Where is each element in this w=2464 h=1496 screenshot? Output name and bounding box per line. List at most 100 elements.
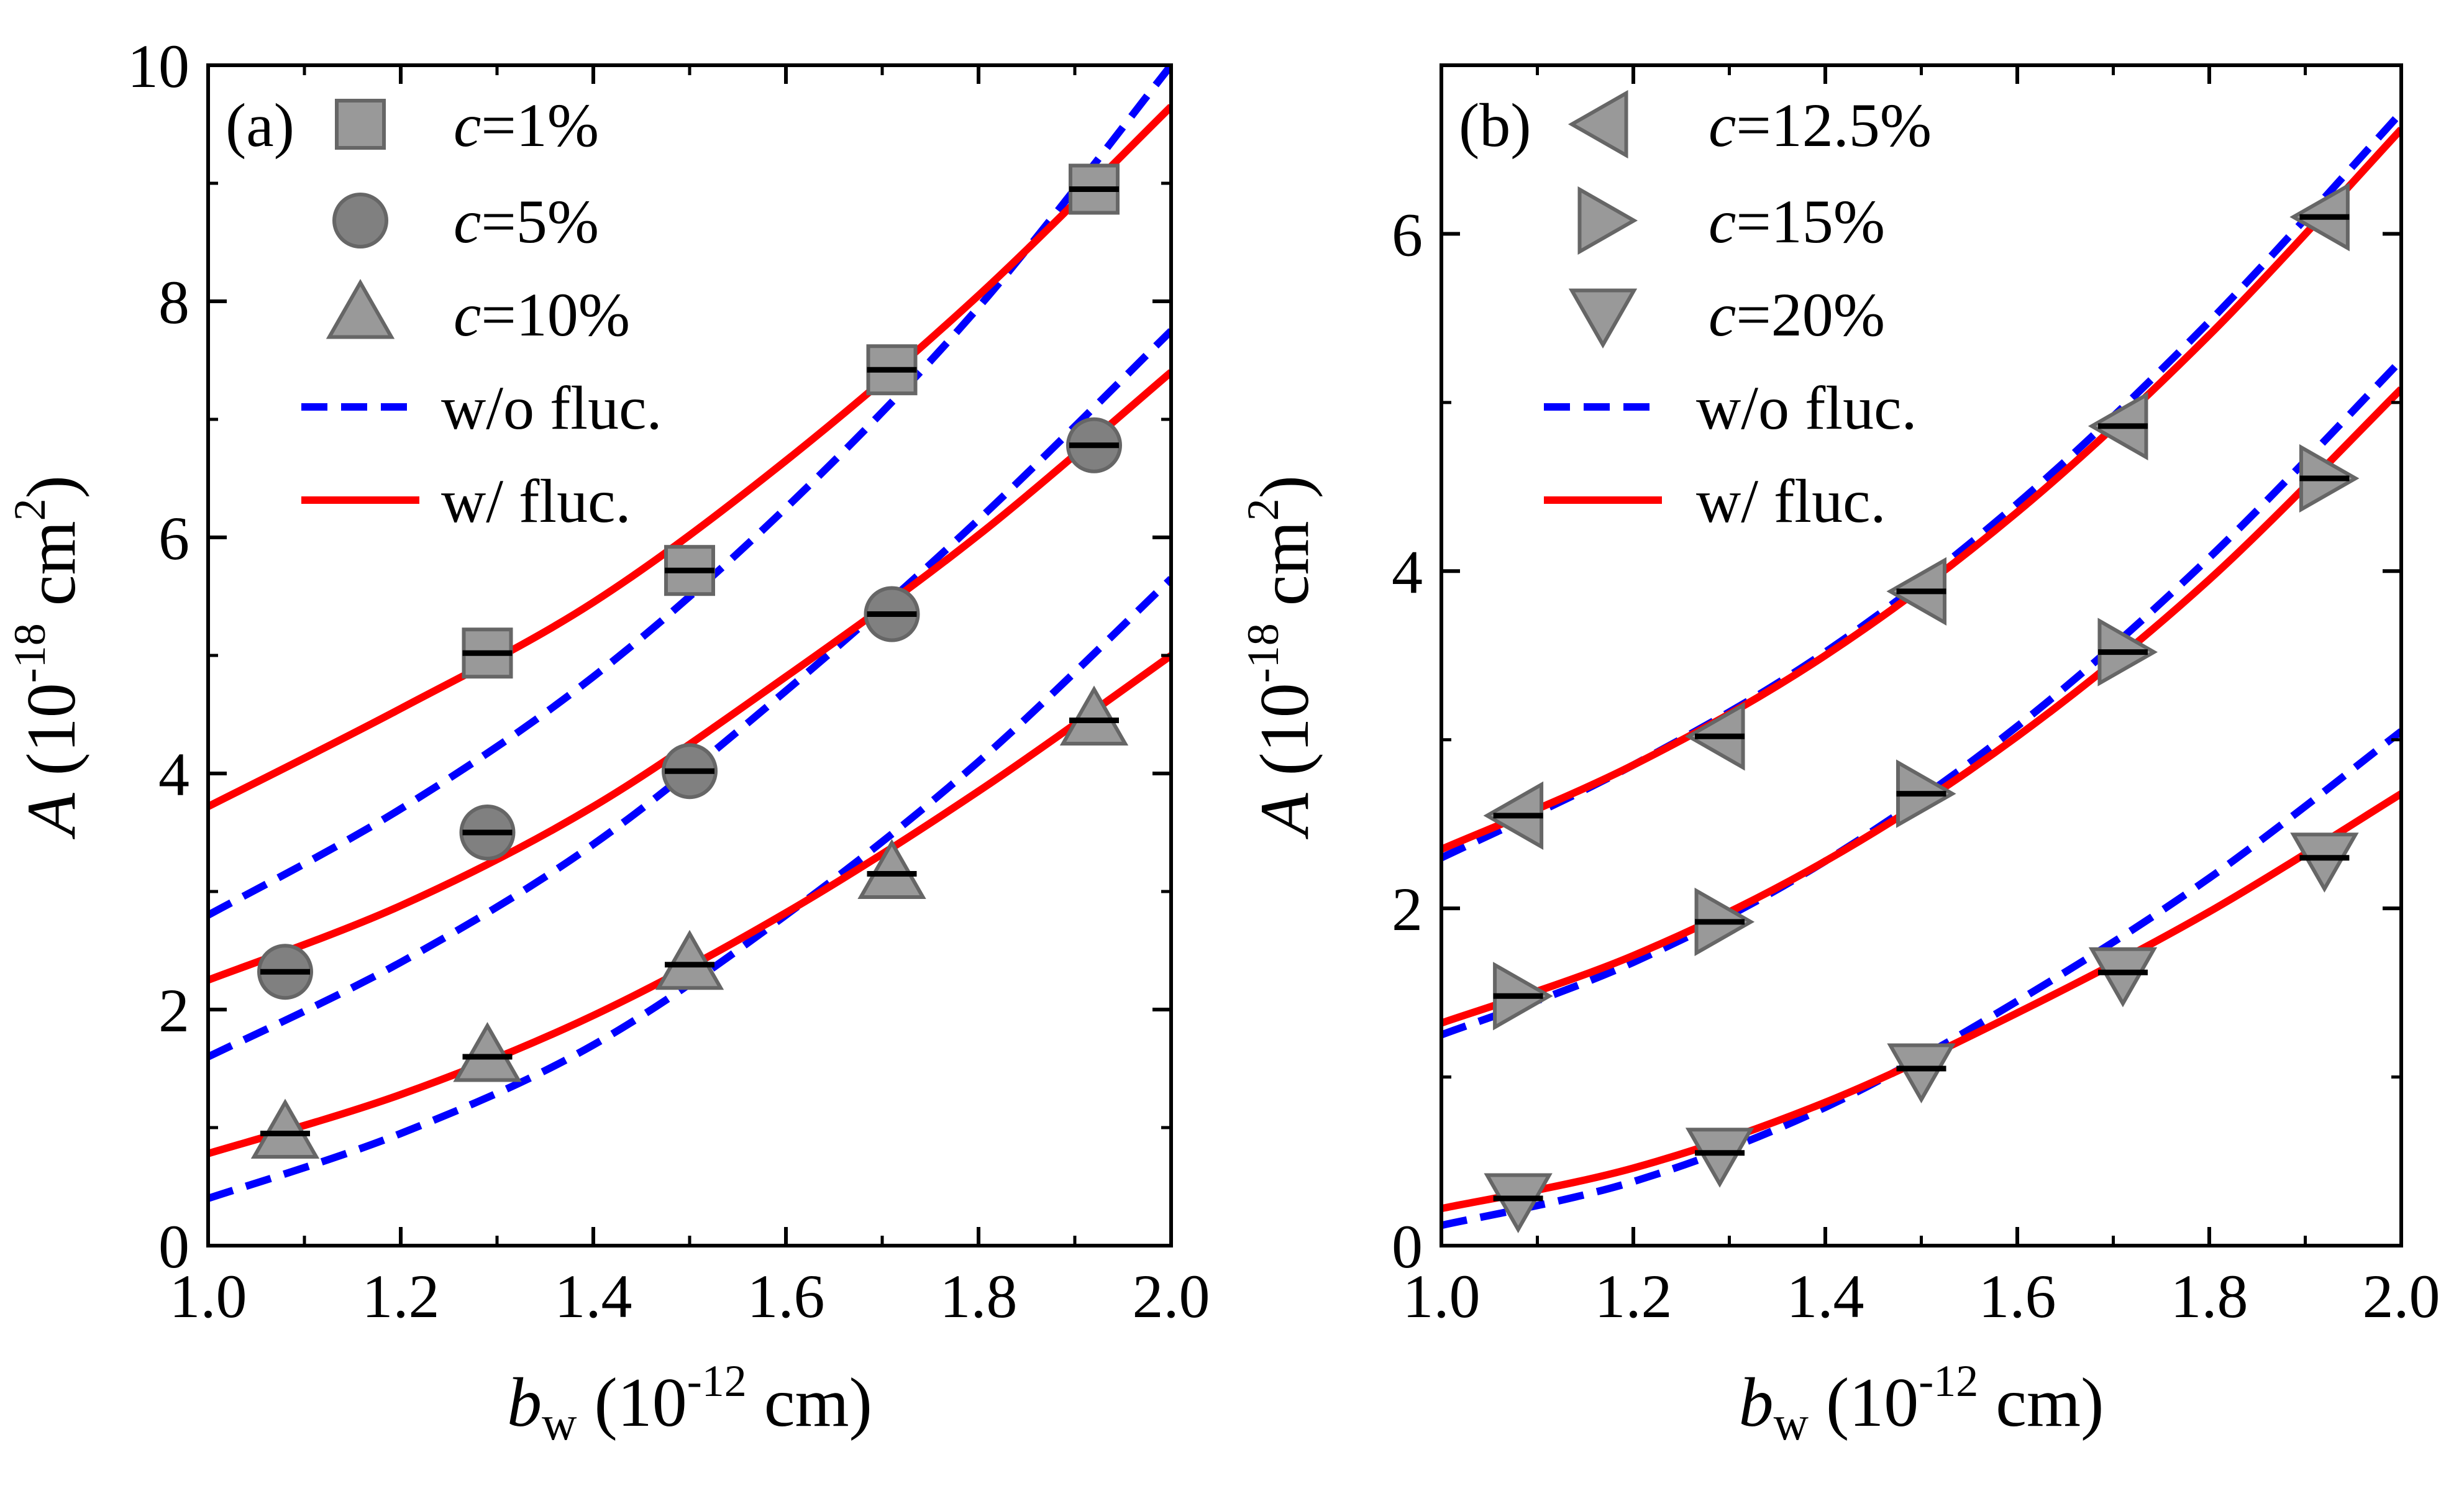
panel-label: (a) xyxy=(226,91,294,160)
y-axis-label: A (10-18 cm2) xyxy=(5,475,90,840)
y-axis-unit-exponent: 2 xyxy=(1238,498,1288,521)
legend-label: c=12.5% xyxy=(1709,91,1932,160)
dashed-fit-line-3 xyxy=(208,576,1171,1202)
data-point xyxy=(1887,1043,1956,1104)
y-axis-close: ) xyxy=(1246,475,1323,498)
x-tick-label: 1.8 xyxy=(940,1262,1018,1331)
legend-label-var: c xyxy=(454,187,481,256)
legend: c=1%c=5%c=10%w/o fluc.w/ fluc. xyxy=(301,91,662,536)
y-axis-close: ) xyxy=(13,475,90,498)
dashed-fit-line-1 xyxy=(1441,109,2401,862)
y-tick-label: 6 xyxy=(1392,200,1423,269)
legend-label: w/ fluc. xyxy=(441,467,631,536)
x-tick-label: 2.0 xyxy=(1133,1262,1210,1331)
data-point xyxy=(2088,947,2158,1008)
series-3 xyxy=(1484,832,2359,1234)
x-axis-subscript: w xyxy=(1774,1396,1809,1450)
y-tick-label: 2 xyxy=(158,976,189,1045)
y-tick-label: 0 xyxy=(158,1212,189,1281)
y-axis-symbol: A xyxy=(13,793,90,840)
legend-label: c=15% xyxy=(1709,187,1885,256)
x-tick-label: 1.6 xyxy=(747,1262,825,1331)
x-axis-unit: cm) xyxy=(747,1364,872,1441)
legend: c=12.5%c=15%c=20%w/o fluc.w/ fluc. xyxy=(1544,89,1932,536)
panel-label: (b) xyxy=(1459,91,1531,160)
x-axis-subscript: w xyxy=(542,1396,577,1450)
y-axis-exponent: -18 xyxy=(5,623,55,683)
legend-label-var: c xyxy=(454,280,481,349)
data-point xyxy=(655,929,724,990)
y-axis-unit: cm xyxy=(1246,521,1323,623)
x-axis-text: (10 xyxy=(1809,1364,1919,1441)
legend-label-value: =15% xyxy=(1736,187,1885,256)
legend-label: c=10% xyxy=(454,280,630,349)
x-tick-label: 1.2 xyxy=(362,1262,440,1331)
y-axis-exponent: -18 xyxy=(1238,623,1288,683)
legend-label: w/o fluc. xyxy=(1696,373,1917,442)
x-axis-unit: cm) xyxy=(1978,1364,2104,1441)
legend-label-value: =10% xyxy=(481,280,630,349)
x-tick-label: 1.6 xyxy=(1979,1262,2056,1331)
y-axis-text: (10 xyxy=(13,683,90,793)
x-axis-text: (10 xyxy=(577,1364,687,1441)
series-1 xyxy=(462,163,1120,679)
y-tick-label: 10 xyxy=(127,32,189,101)
x-axis-symbol: b xyxy=(507,1364,542,1441)
legend-marker xyxy=(1577,186,1638,255)
legend-marker xyxy=(1568,288,1638,349)
legend-label-var: c xyxy=(1709,280,1736,349)
data-point xyxy=(1484,1173,1553,1234)
legend-label: c=1% xyxy=(454,91,599,160)
legend-marker xyxy=(332,193,388,249)
legend-marker xyxy=(326,278,395,339)
x-axis-label: bw (10-12 cm) xyxy=(1739,1356,2104,1450)
x-axis-symbol: b xyxy=(1739,1364,1774,1441)
legend-marker xyxy=(335,99,386,150)
x-axis-exponent: -12 xyxy=(1919,1356,1978,1406)
series-1 xyxy=(1483,183,2350,851)
data-point xyxy=(2290,832,2359,893)
y-tick-label: 4 xyxy=(1392,537,1423,606)
x-tick-label: 1.4 xyxy=(555,1262,632,1331)
y-axis-unit-exponent: 2 xyxy=(5,498,55,521)
data-point xyxy=(453,1021,522,1082)
y-axis-text: (10 xyxy=(1246,683,1323,793)
data-point xyxy=(1059,685,1129,746)
legend-label-var: c xyxy=(1709,91,1736,160)
solid-fit-line-1 xyxy=(208,104,1171,810)
x-tick-label: 1.4 xyxy=(1787,1262,1864,1331)
data-point xyxy=(250,1098,320,1159)
y-axis-label: A (10-18 cm2) xyxy=(1238,475,1323,840)
x-tick-label: 1.2 xyxy=(1595,1262,1672,1331)
solid-fit-line-2 xyxy=(208,369,1171,984)
x-axis-label: bw (10-12 cm) xyxy=(507,1356,872,1450)
y-tick-label: 4 xyxy=(158,740,189,809)
x-tick-label: 1.8 xyxy=(2171,1262,2248,1331)
series-2 xyxy=(257,417,1122,1000)
legend-label-value: =1% xyxy=(481,91,599,160)
dashed-fit-line-2 xyxy=(1441,357,2401,1039)
legend-label: w/o fluc. xyxy=(441,373,662,442)
legend-label-value: =20% xyxy=(1736,280,1885,349)
legend-label-value: =12.5% xyxy=(1736,91,1932,160)
series-2 xyxy=(1493,444,2360,1031)
legend-label: c=20% xyxy=(1709,280,1885,349)
legend-label-var: c xyxy=(454,91,481,160)
data-point xyxy=(857,839,926,899)
y-tick-label: 8 xyxy=(158,268,189,337)
y-tick-label: 0 xyxy=(1392,1212,1423,1281)
legend-label: w/ fluc. xyxy=(1696,467,1886,536)
legend-label-var: c xyxy=(1709,187,1736,256)
x-tick-label: 1.0 xyxy=(1403,1262,1481,1331)
legend-label: c=5% xyxy=(454,187,599,256)
solid-fit-line-2 xyxy=(1441,386,2401,1027)
x-tick-label: 1.0 xyxy=(170,1262,247,1331)
legend-label-value: =5% xyxy=(481,187,599,256)
data-point xyxy=(1685,1128,1754,1188)
solid-fit-line-3 xyxy=(1441,790,2401,1213)
series-3 xyxy=(250,685,1129,1159)
y-axis-symbol: A xyxy=(1246,793,1323,840)
